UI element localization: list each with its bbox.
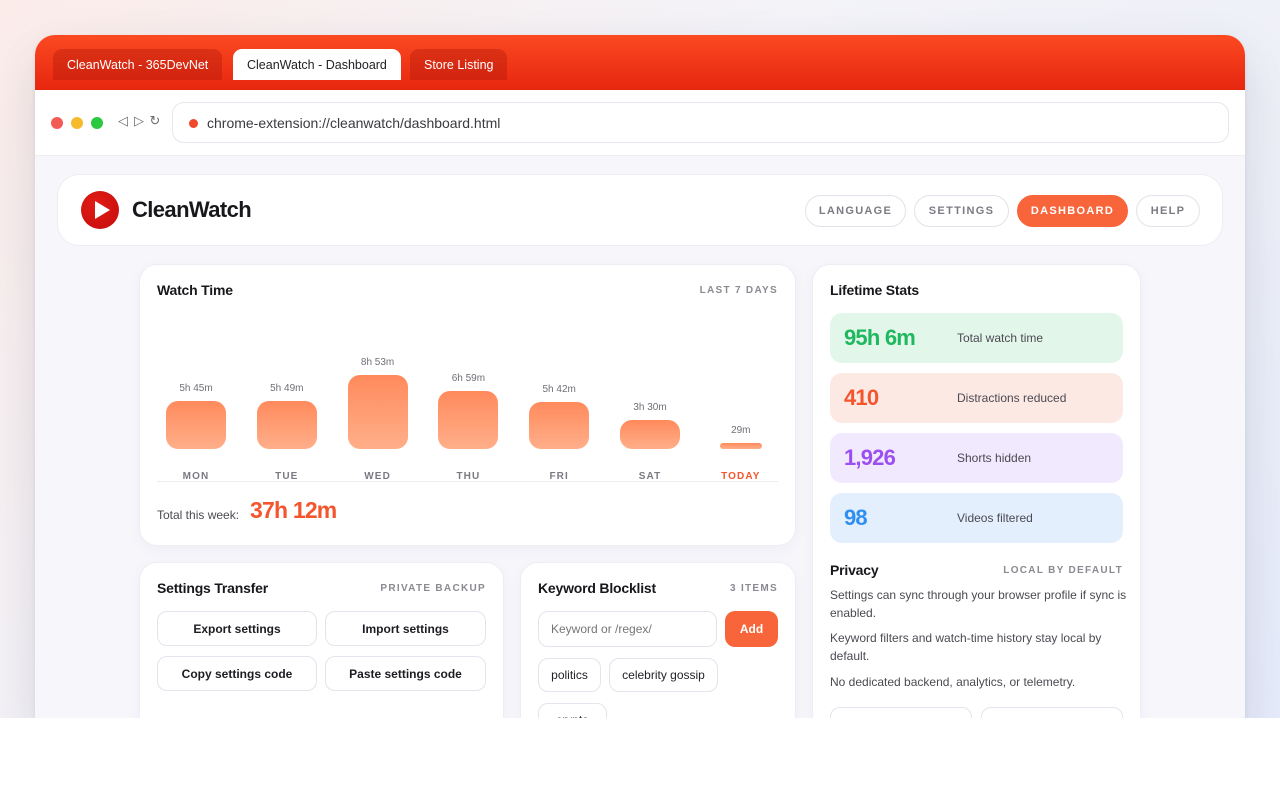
stat-value: 98 bbox=[844, 505, 868, 530]
nav-buttons: ◁ ▷ ↻ bbox=[117, 113, 161, 129]
lifetime-stats-card: Lifetime Stats 95h 6m Total watch time 4… bbox=[812, 264, 1141, 718]
stat-value: 1,926 bbox=[844, 445, 896, 470]
bar-value-label: 5h 45m bbox=[179, 383, 213, 394]
keyword-chip[interactable]: crypto bbox=[538, 703, 607, 718]
watch-time-card: Watch Time LAST 7 DAYS 5h 45m MON 5h 49m TU… bbox=[139, 264, 796, 546]
address-bar-url: chrome-extension://cleanwatch/dashboard.… bbox=[207, 114, 501, 131]
stat-distractions: 410 Distractions reduced bbox=[830, 373, 1123, 423]
tab-strip: CleanWatch - 365DevNet CleanWatch - Dash… bbox=[35, 35, 1245, 90]
privacy-action-button[interactable] bbox=[981, 707, 1123, 718]
bar-column-tue: 5h 49m TUE bbox=[256, 279, 318, 482]
minimize-window-button[interactable] bbox=[71, 117, 83, 129]
add-keyword-button[interactable]: Add bbox=[725, 611, 778, 647]
zoom-window-button[interactable] bbox=[91, 117, 103, 129]
bar-value-label: 29m bbox=[731, 425, 751, 436]
keyword-chip[interactable]: celebrity gossip bbox=[609, 658, 718, 692]
bar-category-label: FRI bbox=[549, 471, 569, 482]
bar-value-label: 5h 42m bbox=[542, 384, 576, 395]
bar-column-sat: 3h 30m SAT bbox=[619, 279, 681, 482]
bar-value-label: 5h 49m bbox=[270, 383, 304, 394]
bar-column-mon: 5h 45m MON bbox=[165, 279, 227, 482]
paste-settings-code-button[interactable]: Paste settings code bbox=[325, 656, 486, 691]
settings-transfer-tag: PRIVATE BACKUP bbox=[380, 583, 486, 594]
bar-column-fri: 5h 42m FRI bbox=[528, 279, 590, 482]
stat-value: 410 bbox=[844, 385, 879, 410]
address-bar[interactable]: chrome-extension://cleanwatch/dashboard.… bbox=[172, 102, 1229, 143]
tab-store-listing[interactable]: Store Listing bbox=[410, 49, 508, 80]
stat-label: Distractions reduced bbox=[957, 391, 1067, 405]
desktop-backdrop: CleanWatch - 365DevNet CleanWatch - Dash… bbox=[0, 0, 1280, 718]
tab-dashboard[interactable]: CleanWatch - Dashboard bbox=[233, 49, 401, 80]
bar-value-label: 3h 30m bbox=[633, 402, 667, 413]
browser-window: CleanWatch - 365DevNet CleanWatch - Dash… bbox=[35, 35, 1245, 718]
forward-icon[interactable]: ▷ bbox=[134, 113, 144, 128]
bar-today bbox=[719, 443, 762, 449]
stat-label: Shorts hidden bbox=[957, 451, 1032, 465]
nav-dashboard-button[interactable]: DASHBOARD bbox=[1017, 195, 1128, 227]
nav-settings-button[interactable]: SETTINGS bbox=[914, 195, 1009, 227]
page-content: CleanWatch LANGUAGE SETTINGS DASHBOARD H… bbox=[35, 156, 1245, 718]
privacy-line: Settings can sync through your browser p… bbox=[830, 588, 1127, 620]
bar-column-thu: 6h 59m THU bbox=[437, 279, 499, 482]
lifetime-stats-title: Lifetime Stats bbox=[830, 282, 919, 298]
bar-category-label: THU bbox=[456, 471, 481, 482]
import-settings-button[interactable]: Import settings bbox=[325, 611, 486, 646]
bar-column-today: 29m TODAY bbox=[710, 279, 772, 482]
bar-mon bbox=[166, 401, 226, 449]
bar-category-label: TODAY bbox=[721, 471, 761, 482]
browser-toolbar: ◁ ▷ ↻ chrome-extension://cleanwatch/dash… bbox=[35, 90, 1245, 156]
bar-column-wed: 8h 53m WED bbox=[347, 279, 409, 482]
keyword-blocklist-title: Keyword Blocklist bbox=[538, 580, 656, 596]
nav-language-button[interactable]: LANGUAGE bbox=[805, 195, 906, 227]
keyword-blocklist-card: Keyword Blocklist 3 ITEMS Add politics c… bbox=[520, 562, 796, 718]
privacy-title: Privacy bbox=[830, 562, 879, 578]
export-settings-button[interactable]: Export settings bbox=[157, 611, 317, 646]
site-status-icon bbox=[189, 119, 198, 128]
back-icon[interactable]: ◁ bbox=[118, 113, 128, 128]
bar-tue bbox=[256, 401, 317, 449]
reload-icon[interactable]: ↻ bbox=[149, 113, 161, 128]
settings-transfer-title: Settings Transfer bbox=[157, 580, 268, 596]
week-total-value: 37h 12m bbox=[250, 497, 337, 523]
divider bbox=[157, 481, 778, 482]
stat-label: Total watch time bbox=[957, 331, 1044, 345]
bar-category-label: TUE bbox=[275, 471, 299, 482]
nav-help-button[interactable]: HELP bbox=[1136, 195, 1200, 227]
bar-category-label: WED bbox=[364, 471, 391, 482]
close-window-button[interactable] bbox=[51, 117, 63, 129]
tab-365devnet[interactable]: CleanWatch - 365DevNet bbox=[53, 49, 223, 80]
stat-shorts-hidden: 1,926 Shorts hidden bbox=[830, 433, 1123, 483]
week-total-label: Total this week: bbox=[157, 508, 240, 522]
bar-value-label: 6h 59m bbox=[451, 373, 486, 384]
bar-fri bbox=[529, 402, 590, 449]
keyword-chip[interactable]: politics bbox=[538, 658, 601, 692]
keyword-input[interactable] bbox=[538, 611, 717, 647]
cleanwatch-logo-icon bbox=[81, 191, 119, 229]
app-header: CleanWatch LANGUAGE SETTINGS DASHBOARD H… bbox=[57, 174, 1223, 246]
bar-category-label: SAT bbox=[638, 471, 662, 482]
stat-watch-time: 95h 6m Total watch time bbox=[830, 313, 1123, 363]
bar-value-label: 8h 53m bbox=[360, 357, 395, 368]
watch-time-chart: 5h 45m MON 5h 49m TUE 8h 53m WED 6h 59m THU 5h 4… bbox=[140, 279, 797, 482]
privacy-action-button[interactable] bbox=[830, 707, 972, 718]
keyword-blocklist-count: 3 ITEMS bbox=[730, 583, 778, 594]
privacy-line: No dedicated backend, analytics, or tele… bbox=[830, 675, 1076, 689]
bar-category-label: MON bbox=[182, 471, 210, 482]
bar-thu bbox=[438, 391, 499, 449]
bar-sat bbox=[620, 420, 680, 449]
bar-wed bbox=[347, 375, 408, 449]
privacy-tag: LOCAL BY DEFAULT bbox=[1003, 565, 1123, 576]
watch-time-title: Watch Time bbox=[157, 282, 233, 298]
stat-value: 95h 6m bbox=[844, 325, 916, 350]
settings-transfer-card: Settings Transfer PRIVATE BACKUP Export … bbox=[139, 562, 504, 718]
stat-label: Videos filtered bbox=[957, 511, 1033, 525]
watch-time-range: LAST 7 DAYS bbox=[699, 285, 778, 296]
stat-videos-filtered: 98 Videos filtered bbox=[830, 493, 1123, 543]
brand-name: CleanWatch bbox=[132, 197, 252, 222]
privacy-line: Keyword filters and watch-time history s… bbox=[830, 631, 1102, 663]
copy-settings-code-button[interactable]: Copy settings code bbox=[157, 656, 317, 691]
